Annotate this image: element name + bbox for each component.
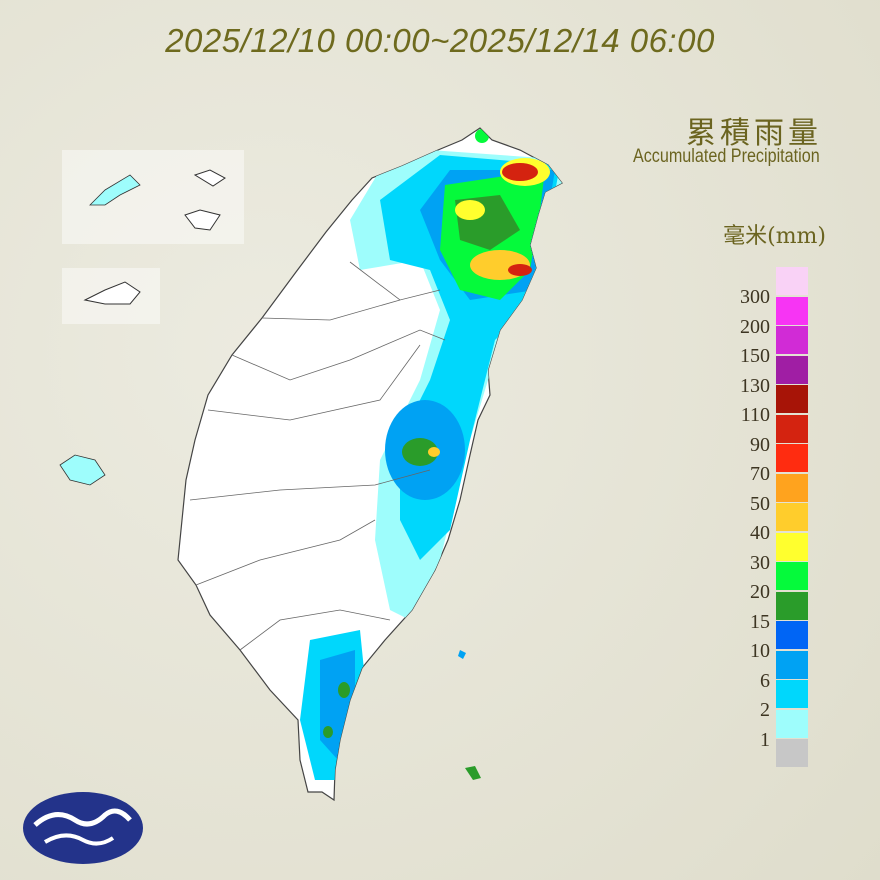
legend-swatch	[776, 680, 808, 708]
legend-swatch	[776, 444, 808, 472]
legend-swatch	[776, 621, 808, 649]
cwa-logo	[23, 792, 143, 864]
county-borders	[189, 261, 446, 651]
legend-label: 6	[760, 669, 770, 692]
green-island	[458, 650, 466, 659]
legend-label: 40	[750, 522, 770, 544]
legend-label: 20	[750, 581, 770, 603]
legend-label: 90	[750, 433, 770, 456]
legend-label: 15	[750, 610, 770, 633]
legend-swatch	[776, 503, 808, 531]
legend-swatch	[776, 385, 808, 413]
legend-swatch	[776, 739, 808, 767]
legend-swatch	[776, 326, 808, 354]
legend-swatch	[776, 473, 808, 502]
legend-swatch	[776, 709, 808, 738]
legend-swatch	[776, 591, 808, 620]
orchid-island	[465, 766, 481, 780]
color-legend	[776, 267, 808, 769]
legend-title-zh: 累積雨量	[686, 116, 822, 151]
legend-label: 130	[740, 374, 770, 397]
rain-overlay	[300, 129, 562, 780]
legend-swatch	[776, 267, 808, 295]
legend-swatch	[776, 296, 808, 325]
legend-unit: 毫米(mm)	[723, 224, 826, 249]
legend-label: 110	[740, 404, 770, 426]
small-island	[193, 169, 226, 187]
legend-swatch	[776, 650, 808, 679]
legend-label: 10	[750, 640, 770, 662]
legend-label: 150	[740, 345, 770, 367]
legend-label: 1	[760, 728, 770, 751]
inset-matsu-kinmen	[62, 150, 244, 244]
kinmen-island	[83, 281, 141, 305]
matsu-islands	[89, 174, 141, 206]
legend-swatch	[776, 532, 808, 561]
legend-swatch	[776, 414, 808, 443]
penghu-islands	[59, 454, 106, 486]
legend-label: 50	[750, 492, 770, 515]
legend-swatch	[776, 355, 808, 384]
legend-title-en: Accumulated Precipitation	[633, 146, 820, 167]
legend-label: 2	[760, 699, 770, 721]
legend-swatch	[776, 562, 808, 590]
legend-label: 70	[750, 463, 770, 485]
time-range-title: 2025/12/10 00:00~2025/12/14 06:00	[165, 22, 715, 59]
small-island	[184, 209, 221, 231]
legend-label: 30	[750, 551, 770, 574]
legend-label: 200	[740, 315, 770, 338]
legend-label: 300	[740, 286, 770, 308]
